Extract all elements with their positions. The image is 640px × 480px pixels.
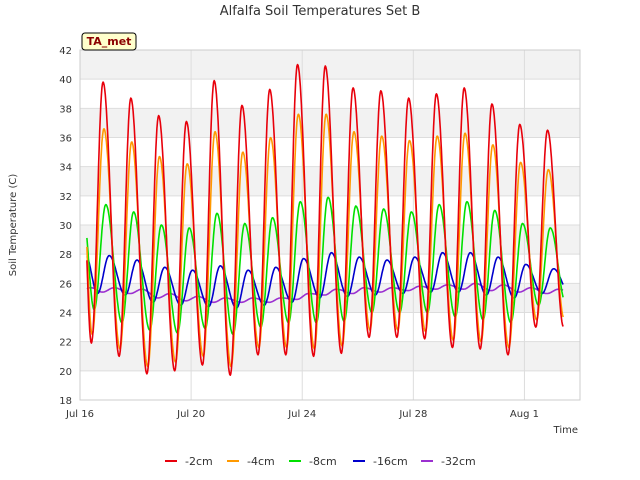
station-badge: TA_met [81,32,137,51]
legend-label: -4cm [247,455,275,468]
y-tick-label: 36 [59,134,72,145]
chart-title: Alfalfa Soil Temperatures Set B [220,4,421,19]
plot-band [80,50,580,80]
y-tick-label: 40 [59,75,72,86]
badge-box [81,32,137,51]
x-axis-label: Time [553,425,578,436]
series-lines [86,63,564,376]
y-tick-label: 20 [59,367,72,378]
y-tick-label: 32 [59,192,72,203]
y-axis-label: Soil Temperature (C) [8,174,19,277]
x-tick-label: Jul 24 [287,409,316,420]
x-tick-label: Jul 28 [398,409,427,420]
series-line-2cmcm [86,63,564,376]
plot-band [80,341,580,371]
legend-item: -2cm [165,455,213,468]
x-tick-label: Jul 20 [176,409,205,420]
x-tick-label: Aug 1 [510,409,539,420]
y-tick-label: 18 [59,396,72,407]
y-tick-label: 38 [59,104,72,115]
y-tick-label: 42 [59,46,72,57]
y-tick-label: 22 [59,338,72,349]
y-tick-label: 30 [59,221,72,232]
legend-label: -16cm [373,455,408,468]
plot-band [80,79,580,109]
legend-label: -8cm [309,455,337,468]
plot-frame [79,49,581,401]
legend-label: -32cm [441,455,476,468]
badge-label: TA_met [87,35,132,48]
y-tick-label: 34 [59,163,72,174]
legend: -2cm -4cm -8cm -16cm -32cm [165,455,476,468]
legend-item: -32cm [421,455,476,468]
legend-label: -2cm [185,455,213,468]
x-tick-label: Jul 16 [65,409,94,420]
legend-item: -8cm [289,455,337,468]
y-axis-ticks: 18 20 22 24 26 28 30 32 34 36 38 40 42 [59,46,72,407]
plot-band [80,370,580,400]
y-tick-label: 24 [59,309,72,320]
x-axis-ticks: Jul 16 Jul 20 Jul 24 Jul 28 Aug 1 [65,409,539,420]
plot-band [80,312,580,342]
y-tick-label: 26 [59,279,72,290]
y-tick-label: 28 [59,250,72,261]
legend-item: -4cm [227,455,275,468]
legend-item: -16cm [353,455,408,468]
